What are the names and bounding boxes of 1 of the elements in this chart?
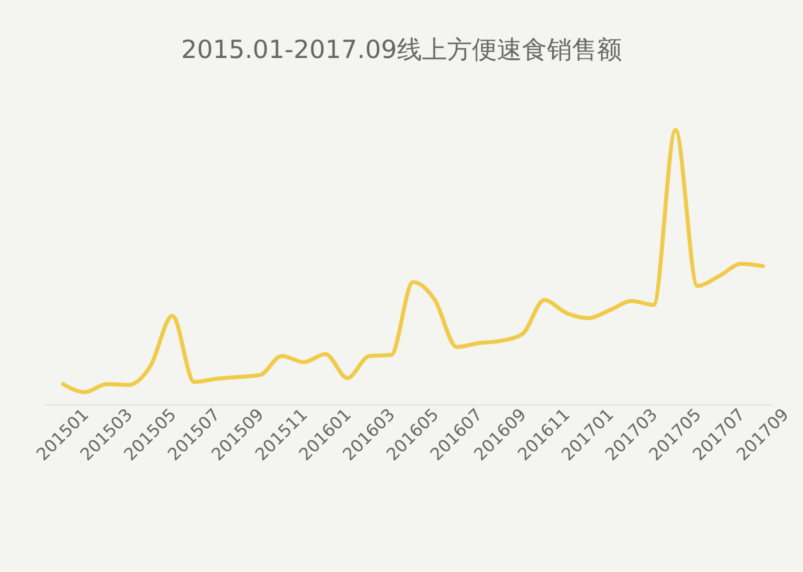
chart-title: 2015.01-2017.09线上方便速食销售额 (181, 35, 622, 64)
